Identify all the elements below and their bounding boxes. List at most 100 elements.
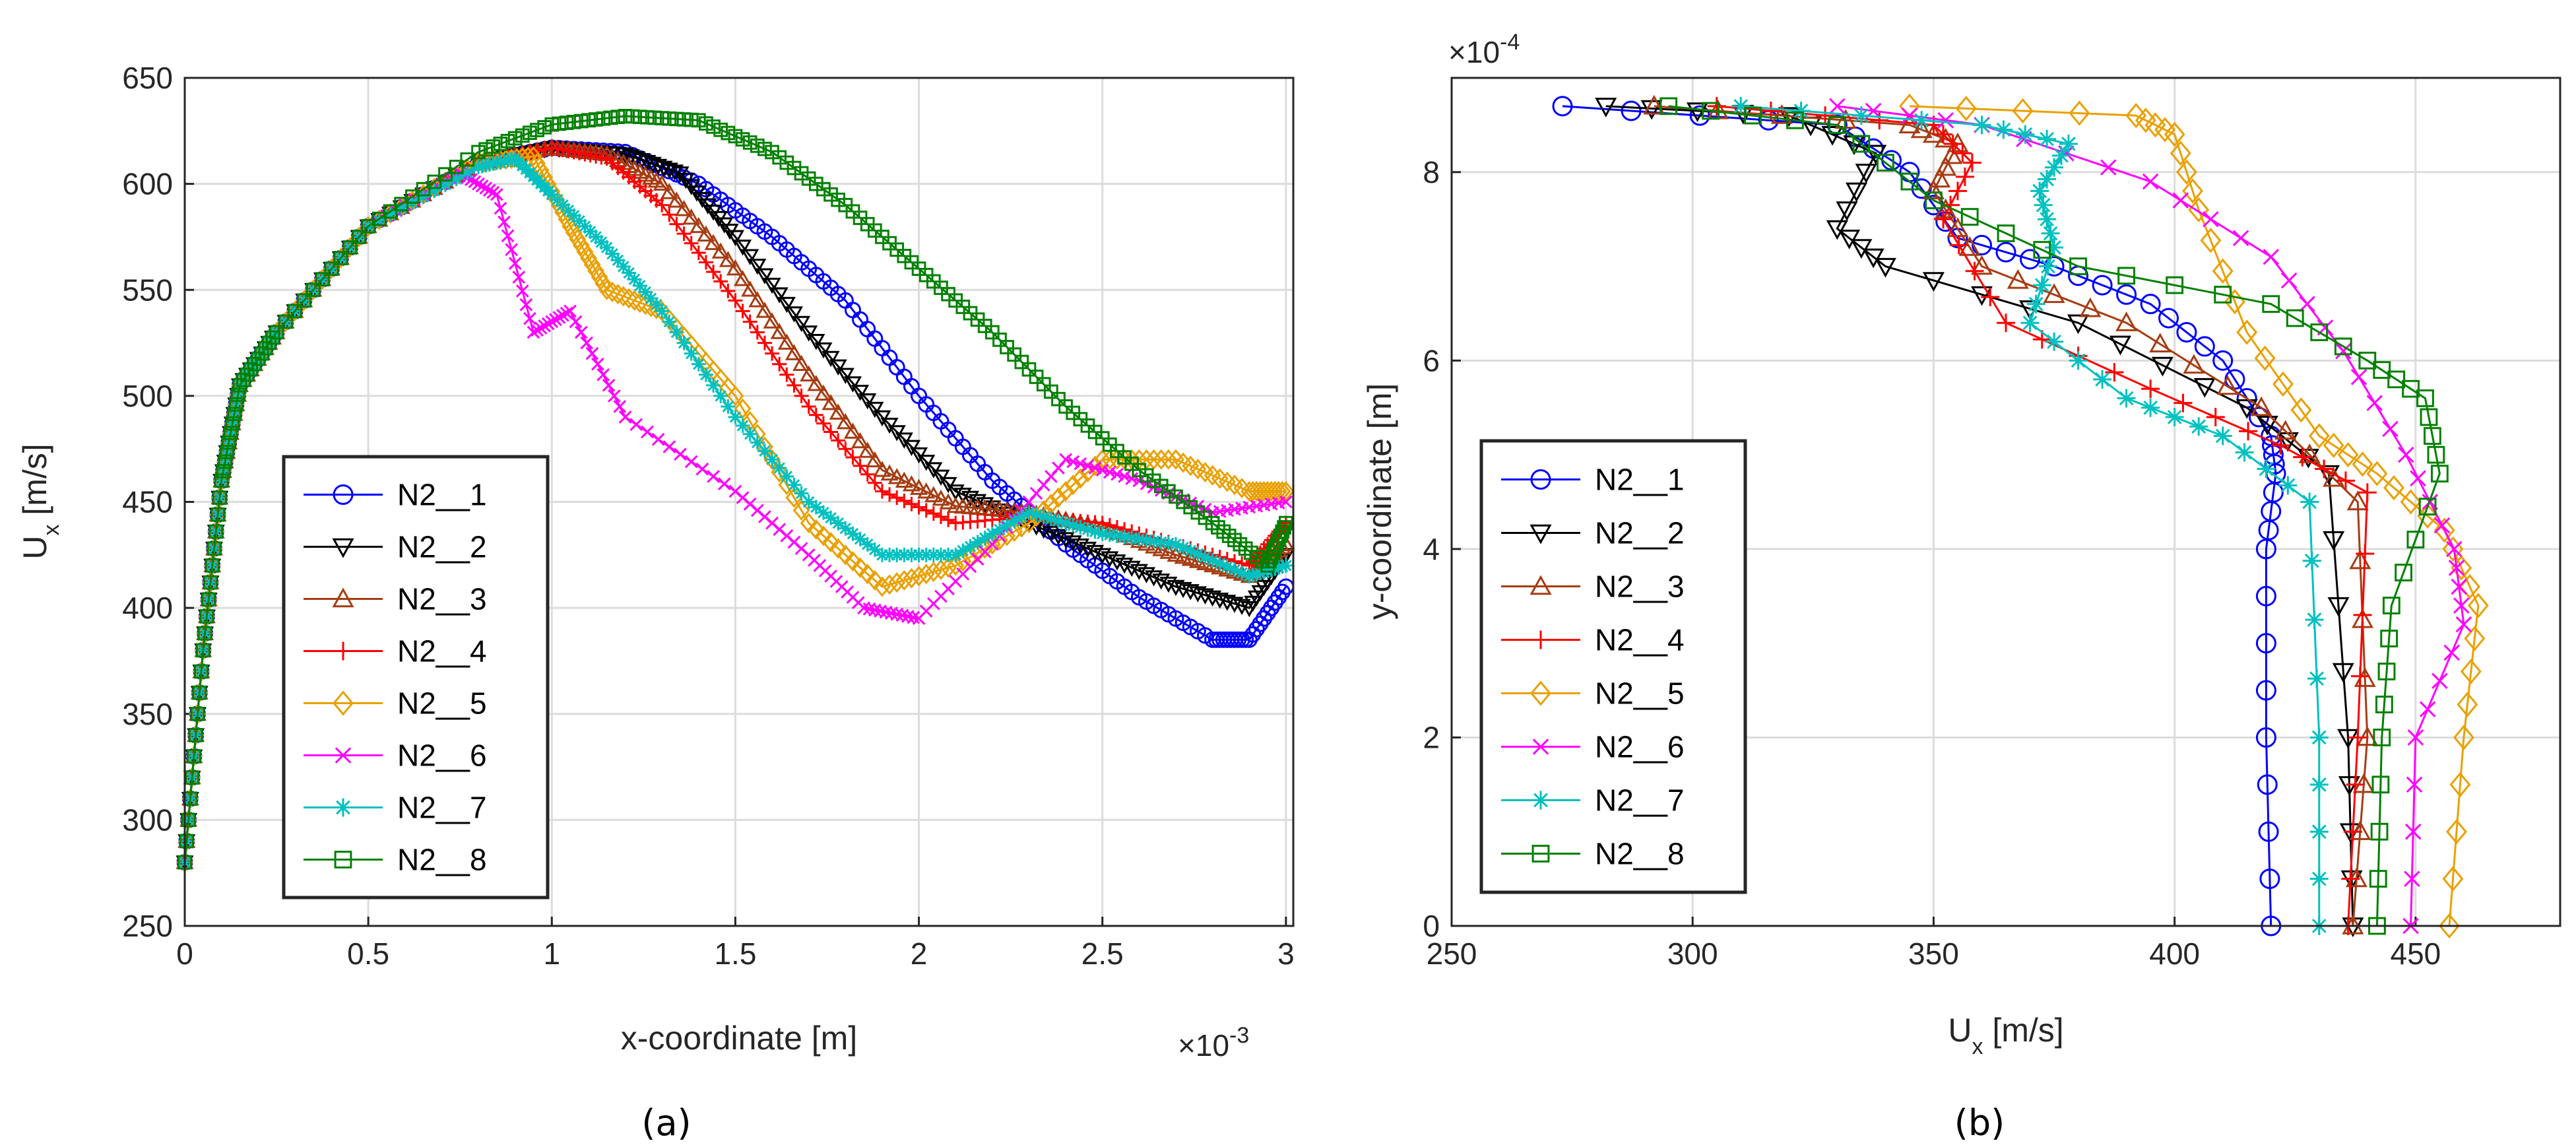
data-point <box>897 547 912 562</box>
data-point <box>530 123 544 137</box>
legend-label: N2__6 <box>1595 730 1685 764</box>
data-point <box>713 122 728 137</box>
data-point <box>295 290 313 311</box>
data-point <box>227 407 242 422</box>
data-point <box>598 279 616 300</box>
data-point <box>756 268 774 284</box>
data-point <box>545 315 559 329</box>
data-point <box>647 110 662 125</box>
data-point <box>595 273 612 294</box>
data-point <box>1955 167 1974 186</box>
data-point <box>838 521 853 536</box>
data-point <box>583 224 598 239</box>
data-point <box>924 486 943 502</box>
data-point <box>1102 527 1117 542</box>
data-point <box>707 470 720 483</box>
data-point <box>569 228 587 249</box>
data-point <box>1958 236 1981 256</box>
data-point <box>2350 369 2367 385</box>
data-point <box>214 473 229 488</box>
data-point <box>808 500 823 515</box>
data-point <box>2407 729 2424 746</box>
data-point <box>2348 728 2367 747</box>
data-point <box>278 314 293 329</box>
data-point <box>2309 728 2329 747</box>
data-point <box>829 403 847 420</box>
data-point <box>2109 335 2132 356</box>
data-point <box>860 467 875 482</box>
data-point <box>1852 106 1871 125</box>
data-point <box>1080 522 1095 537</box>
data-point <box>587 260 604 281</box>
data-point <box>2259 868 2280 890</box>
data-point <box>2212 350 2234 371</box>
x-tick-label: 3 <box>1277 936 1295 971</box>
data-point <box>882 547 897 562</box>
data-point <box>851 557 869 578</box>
data-point <box>471 145 486 160</box>
data-point <box>633 153 651 170</box>
data-point <box>844 550 862 572</box>
data-point <box>667 191 686 208</box>
legend-marker <box>332 538 354 558</box>
data-point <box>405 189 420 204</box>
data-point <box>933 547 948 562</box>
data-point <box>574 325 588 339</box>
data-point <box>887 468 906 484</box>
legend-marker <box>335 747 352 764</box>
data-point <box>1852 135 1871 153</box>
data-point <box>2375 696 2393 713</box>
data-point <box>589 112 603 127</box>
data-point <box>1941 144 1963 164</box>
data-point <box>976 497 994 513</box>
data-point <box>1962 153 1981 172</box>
data-point <box>2404 870 2420 887</box>
data-point <box>2467 593 2489 618</box>
data-point <box>2258 821 2279 842</box>
data-point <box>594 234 609 249</box>
data-point <box>192 685 207 700</box>
data-point <box>579 247 597 269</box>
data-point <box>1174 547 1192 564</box>
data-point <box>1874 257 1896 278</box>
data-point <box>416 189 431 204</box>
data-point <box>992 332 1007 347</box>
data-point <box>195 643 210 658</box>
data-point <box>341 237 359 258</box>
data-point <box>822 531 840 553</box>
data-point <box>2455 616 2472 633</box>
data-point <box>1000 517 1015 533</box>
data-point <box>649 158 668 176</box>
data-point <box>662 111 677 126</box>
data-point <box>2232 230 2249 246</box>
series-N2__6 <box>1829 98 2472 934</box>
data-point <box>1821 125 1844 146</box>
data-point <box>1161 536 1176 551</box>
legend-label: N2__5 <box>1595 676 1685 711</box>
x-tick-label: 350 <box>1908 936 1959 971</box>
data-point <box>269 325 284 340</box>
data-point <box>2433 517 2455 543</box>
data-point <box>970 535 985 550</box>
data-point <box>181 812 196 828</box>
data-point <box>684 346 699 361</box>
data-point <box>2323 531 2345 551</box>
data-point <box>881 574 899 595</box>
data-point <box>1159 542 1178 559</box>
legend-marker <box>1530 524 1552 544</box>
data-point <box>1036 377 1051 392</box>
data-point <box>867 542 882 557</box>
data-point <box>821 394 840 410</box>
data-point <box>2170 141 2191 166</box>
data-point <box>342 240 358 255</box>
data-point <box>572 235 590 256</box>
data-point <box>1268 561 1283 576</box>
data-point <box>1086 544 1105 562</box>
data-point <box>874 484 889 499</box>
data-point <box>641 425 654 439</box>
x-tick-label: 2 <box>911 936 928 971</box>
data-point <box>512 271 526 284</box>
data-point <box>741 280 759 297</box>
data-point <box>836 368 854 384</box>
data-point <box>493 137 508 151</box>
